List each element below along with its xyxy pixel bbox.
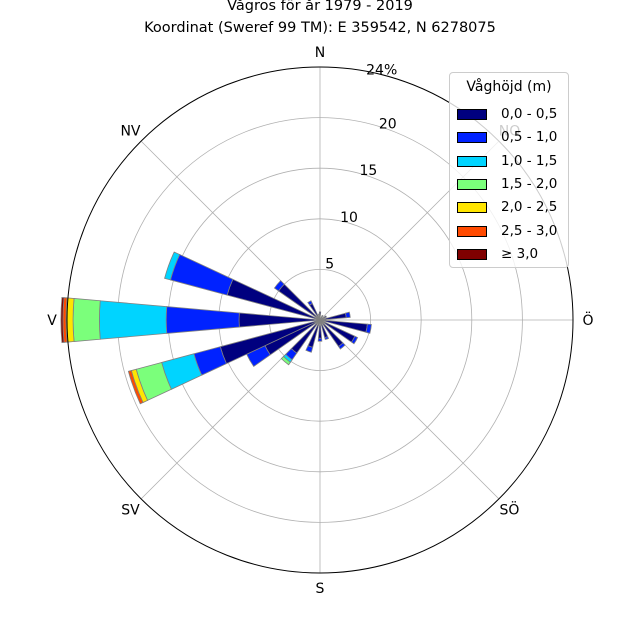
rose-bar-segment [365, 323, 372, 334]
direction-label: SÖ [500, 501, 520, 519]
legend-swatch [457, 248, 487, 260]
rose-bar-segment [324, 335, 330, 341]
legend-label: 0,0 - 0,5 [501, 106, 558, 122]
legend-label: 1,0 - 1,5 [501, 152, 558, 169]
rose-bar-segment [344, 311, 351, 319]
chart-title: Vågros för år 1979 - 2019 [227, 0, 413, 14]
direction-gridline [319, 319, 500, 500]
legend-label: 1,5 - 2,0 [501, 175, 558, 192]
direction-label: NV [120, 123, 140, 139]
legend-swatch [457, 225, 487, 237]
legend-swatch [457, 132, 487, 144]
rose-bar-segment [273, 280, 285, 292]
rose-bar-segment [319, 314, 324, 321]
outer-boundary [66, 66, 574, 574]
chart-subtitle: Koordinat (Sweref 99 TM): E 359542, N 62… [144, 20, 496, 36]
radial-tick-label: 5 [325, 257, 334, 273]
rose-bar-segment [307, 300, 313, 306]
legend-swatch [457, 109, 487, 120]
rose-bar-segment [317, 313, 321, 321]
legend-swatch [457, 178, 487, 190]
rose-bar-segment [338, 342, 346, 350]
legend-label: 0,5 - 1,0 [501, 129, 558, 146]
rose-bar-segment [60, 296, 65, 344]
rose-bar-segment [72, 298, 101, 342]
legend-swatch [457, 155, 487, 167]
rose-bar-segment [169, 254, 234, 296]
rose-bar-segment [165, 306, 240, 334]
rose-bar-segment [164, 251, 181, 281]
direction-label: V [47, 313, 57, 329]
radial-tick-label: 20 [379, 116, 397, 132]
legend-swatch [457, 202, 487, 214]
rose-bar-segment [319, 315, 327, 321]
legend-title: Våghöjd (m) [466, 79, 552, 95]
radial-tick-label: 15 [359, 163, 377, 179]
rose-bar-segment [305, 345, 314, 353]
direction-label: SV [121, 503, 140, 519]
direction-label: Ö [582, 311, 593, 329]
legend-label: ≥ 3,0 [501, 245, 539, 262]
legend-label: 2,0 - 2,5 [501, 199, 558, 216]
rose-bar-segment [98, 300, 168, 340]
direction-label: S [316, 581, 325, 597]
max-tick-label: 24% [366, 63, 397, 79]
rose-bar-segment [317, 337, 323, 342]
legend: Våghöjd (m) 0,0 - 0,5 0,5 - 1,0 1,0 - 1,5 1… [449, 72, 569, 268]
rose-bar-segment [127, 370, 144, 405]
direction-label: N [315, 45, 325, 61]
rose-bar-segment [350, 335, 359, 345]
rose-bar-segment [280, 355, 291, 366]
radial-tick-label: 10 [340, 210, 358, 226]
legend-label: 2,5 - 3,0 [501, 222, 558, 239]
